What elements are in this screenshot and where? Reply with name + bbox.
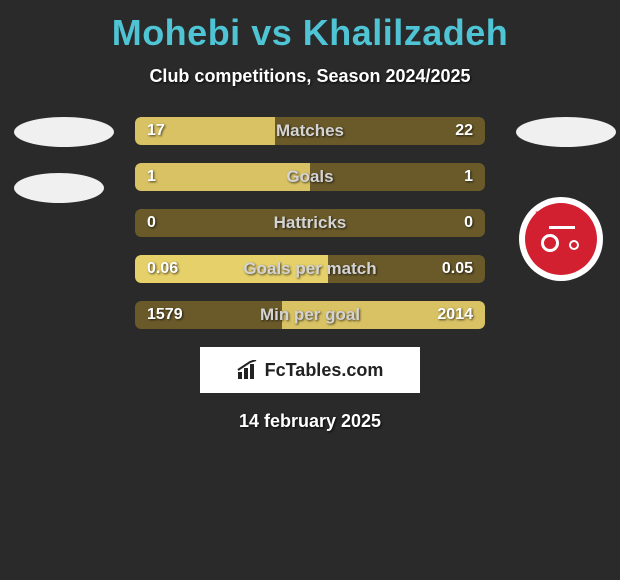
club-name-bottom: CLUB — [519, 259, 603, 269]
stat-value-right: 22 — [455, 117, 473, 145]
tractor-icon — [541, 226, 581, 252]
stat-row: Goals per match0.06 0.05 — [135, 255, 485, 283]
stat-label: Goals — [135, 163, 485, 191]
stat-label: Min per goal — [135, 301, 485, 329]
stat-bars: Matches17 22 Goals1 1 Hattricks0 0 Goals per m… — [135, 117, 485, 329]
stat-value-left: 0.06 — [147, 255, 178, 283]
stat-value-right: 0.05 — [442, 255, 473, 283]
stat-value-left: 17 — [147, 117, 165, 145]
stat-value-right: 0 — [464, 209, 473, 237]
avatar-placeholder-oval — [14, 117, 114, 147]
player-left-avatar — [14, 117, 104, 203]
player-right-avatar: TRACTOR CLUB — [516, 117, 606, 281]
stat-value-right: 2014 — [437, 301, 473, 329]
stat-value-left: 1 — [147, 163, 156, 191]
stat-label: Hattricks — [135, 209, 485, 237]
chart-icon — [237, 360, 259, 380]
stat-label: Goals per match — [135, 255, 485, 283]
page-title: Mohebi vs Khalilzadeh — [0, 0, 620, 54]
page-subtitle: Club competitions, Season 2024/2025 — [0, 66, 620, 87]
stat-value-left: 1579 — [147, 301, 183, 329]
stat-row: Goals1 1 — [135, 163, 485, 191]
stat-label: Matches — [135, 117, 485, 145]
comparison-panel: TRACTOR CLUB Matches17 22 Goals1 1 Hattricks… — [0, 117, 620, 432]
date-label: 14 february 2025 — [0, 411, 620, 432]
stat-row: Matches17 22 — [135, 117, 485, 145]
avatar-placeholder-oval — [516, 117, 616, 147]
stat-row: Hattricks0 0 — [135, 209, 485, 237]
stat-row: Min per goal1579 2014 — [135, 301, 485, 329]
source-logo: FcTables.com — [200, 347, 420, 393]
club-badge: TRACTOR CLUB — [519, 197, 603, 281]
stat-value-right: 1 — [464, 163, 473, 191]
avatar-placeholder-oval — [14, 173, 104, 203]
stat-value-left: 0 — [147, 209, 156, 237]
source-logo-text: FcTables.com — [265, 360, 384, 381]
